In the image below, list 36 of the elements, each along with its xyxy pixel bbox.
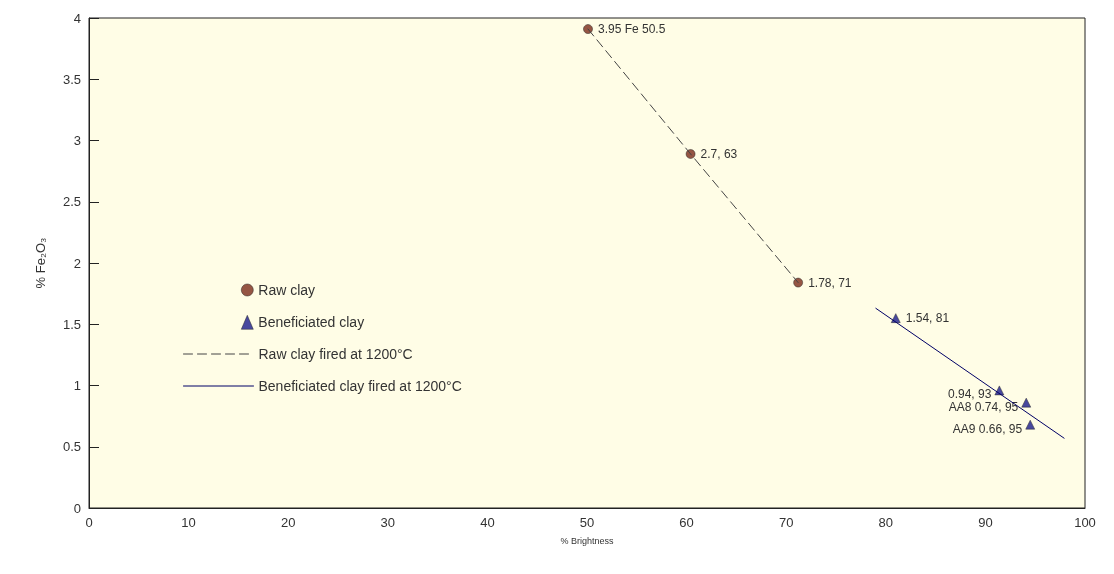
y-tick-label: 2.5	[62, 194, 81, 210]
y-tick-label: 3.5	[62, 71, 81, 87]
annotation: 3.95 Fe 50.5	[598, 22, 666, 37]
annotation: 2.7, 63	[700, 146, 738, 161]
y-axis-title: % Fe₂O₃	[33, 237, 48, 289]
y-tick-label: 3	[73, 133, 81, 148]
y-tick-label: 0.5	[62, 439, 81, 455]
annotation: 0.94, 93	[947, 387, 992, 402]
y-tick-label: 4	[73, 10, 81, 26]
x-tick-label: 20	[280, 515, 296, 530]
x-tick-label: 100	[1074, 515, 1096, 530]
point	[1021, 397, 1032, 408]
legend-label: Beneficiated clay	[258, 314, 365, 331]
point	[793, 277, 803, 288]
x-tick-label: 10	[181, 515, 196, 530]
point	[1025, 419, 1036, 430]
annotation: 1.54, 81	[905, 311, 950, 326]
x-tick-label: 70	[778, 515, 794, 530]
legend-label: Beneficiated clay fired at 1200°C	[258, 378, 462, 394]
annotation: AA8 0.74, 95	[948, 399, 1019, 414]
annotation: AA9 0.66, 95	[952, 421, 1023, 436]
x-tick-label: 80	[878, 515, 894, 530]
x-tick-label: 60	[679, 515, 694, 530]
x-axis-title: % Brightness	[560, 535, 615, 546]
legend-label: Raw clay	[258, 282, 316, 298]
x-tick-label: 50	[579, 515, 595, 530]
x-tick-label: 0	[85, 515, 93, 530]
annotation: 1.78, 71	[808, 275, 852, 290]
y-tick-label: 0	[73, 500, 81, 516]
y-tick-label: 2	[73, 255, 81, 271]
x-tick-label: 90	[978, 515, 993, 530]
y-tick-label: 1	[73, 378, 81, 393]
x-tick-label: 30	[380, 515, 396, 530]
legend-label: Raw clay fired at 1200°C	[258, 346, 413, 362]
y-tick-label: 1.5	[62, 316, 81, 332]
x-tick-label: 40	[480, 515, 495, 530]
